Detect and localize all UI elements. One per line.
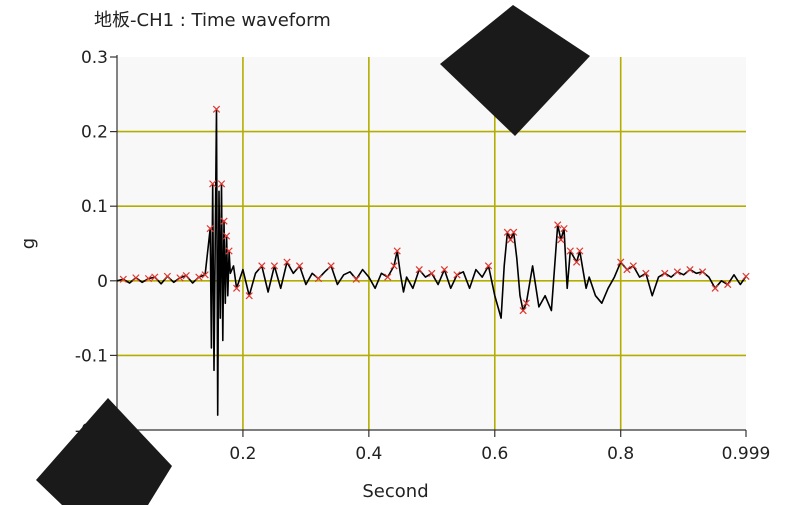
- peak-marker: [573, 258, 581, 266]
- peak-markers: [119, 105, 750, 315]
- x-tick-label: 0.999: [722, 444, 771, 464]
- peak-marker: [686, 265, 694, 274]
- x-tick-label: 0.6: [481, 444, 508, 464]
- chart-title: 地板-CH1 : Time waveform: [94, 10, 331, 31]
- peak-marker: [711, 284, 719, 292]
- peak-marker: [163, 272, 171, 280]
- y-tick-label: 0.2: [81, 123, 108, 143]
- peak-marker: [225, 247, 233, 255]
- peak-marker: [209, 180, 217, 188]
- peak-marker: [629, 262, 637, 270]
- peak-marker: [270, 262, 279, 270]
- peak-marker: [295, 262, 304, 270]
- peak-marker: [384, 273, 392, 281]
- peak-marker: [283, 258, 291, 266]
- peak-marker: [352, 275, 360, 283]
- y-tick-label: -0.1: [75, 346, 108, 366]
- peak-marker: [327, 262, 335, 270]
- y-axis-label: g: [18, 238, 39, 249]
- axes: [110, 55, 747, 437]
- x-tick-label: 0.4: [355, 444, 382, 464]
- peak-marker: [201, 271, 209, 279]
- series-line-0: [116, 108, 747, 416]
- peak-marker: [390, 262, 398, 270]
- y-tick-label: 0.3: [81, 48, 108, 68]
- peak-marker: [222, 232, 231, 240]
- peak-marker: [176, 274, 184, 282]
- peak-marker: [314, 274, 323, 283]
- peak-marker: [554, 221, 562, 229]
- peak-marker: [724, 280, 732, 289]
- plot-area: [117, 57, 746, 430]
- peak-marker: [453, 271, 461, 279]
- peak-marker: [233, 284, 241, 292]
- peak-marker: [144, 274, 153, 283]
- peak-marker: [217, 180, 226, 188]
- peak-marker: [673, 268, 681, 276]
- x-tick-label: 0.2: [229, 444, 256, 464]
- peak-marker: [506, 236, 515, 244]
- x-axis-label: Second: [362, 481, 428, 502]
- peak-marker: [560, 224, 568, 233]
- peak-marker: [617, 258, 625, 266]
- decorative-diamond-bottom: [36, 398, 172, 505]
- peak-marker: [557, 236, 565, 244]
- peak-marker: [510, 228, 518, 236]
- peak-marker: [245, 292, 253, 300]
- peak-marker: [393, 247, 401, 255]
- decorative-diamond-top: [440, 5, 590, 136]
- peak-marker: [212, 105, 221, 113]
- peak-marker: [415, 265, 423, 274]
- peak-marker: [440, 265, 449, 274]
- y-tick-labels: 0.30.20.10-0.1-0.2: [75, 48, 108, 441]
- peak-marker: [220, 217, 228, 225]
- peak-marker: [519, 307, 527, 315]
- peak-marker: [119, 275, 127, 283]
- y-tick-label: 0: [97, 272, 108, 292]
- peak-marker: [623, 265, 631, 274]
- peak-marker: [151, 273, 159, 281]
- peak-marker: [428, 269, 436, 277]
- series-group: [116, 108, 747, 416]
- peak-marker: [661, 269, 669, 277]
- peak-marker: [484, 262, 493, 270]
- peak-marker: [642, 269, 650, 277]
- peak-marker: [698, 268, 707, 276]
- x-tick-label: 0.8: [607, 444, 634, 464]
- y-tick-label: 0.1: [81, 197, 108, 217]
- peak-marker: [195, 273, 203, 281]
- x-tick-labels: 00.20.40.60.80.999: [112, 444, 771, 464]
- peak-marker: [258, 262, 266, 270]
- peak-marker: [206, 224, 214, 233]
- peak-marker: [566, 247, 574, 255]
- peak-marker: [503, 228, 511, 236]
- peak-marker: [182, 271, 190, 280]
- peak-marker: [132, 274, 140, 282]
- peak-marker: [522, 299, 530, 307]
- peak-marker: [742, 272, 750, 280]
- peak-marker: [576, 247, 584, 255]
